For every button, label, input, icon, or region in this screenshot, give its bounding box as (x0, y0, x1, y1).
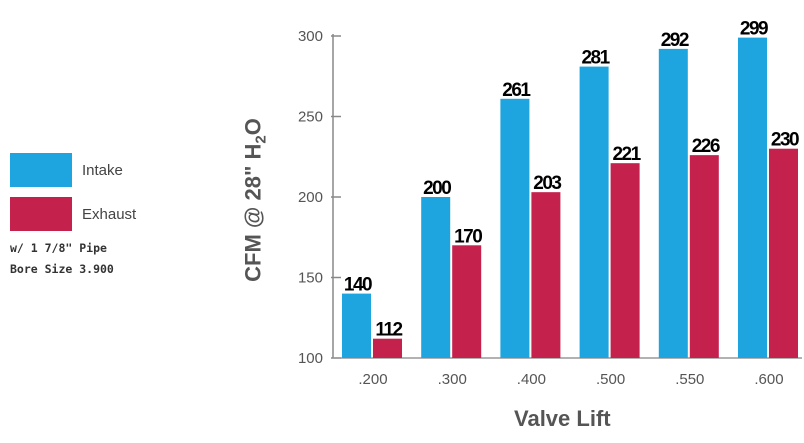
y-tick-label: 150 (298, 270, 323, 287)
data-label-intake: 281 (581, 48, 610, 69)
y-axis-label-wrap: CFM @ 28" H2O (220, 80, 290, 320)
x-tick-label: .600 (754, 371, 783, 388)
data-label-intake: 299 (740, 19, 768, 40)
legend: Intake Exhaust w/ 1 7/8" Pipe Bore Size … (10, 152, 136, 278)
legend-item-intake: Intake (10, 152, 136, 188)
data-label-exhaust: 226 (692, 136, 720, 157)
data-label-intake: 261 (502, 80, 531, 101)
data-label-intake: 200 (423, 178, 451, 199)
legend-label-exhaust: Exhaust (82, 205, 137, 223)
bar-intake (342, 293, 371, 358)
x-tick-label: .300 (438, 371, 467, 388)
y-axis-label-sub: 2 (252, 135, 270, 144)
y-axis-label-main: CFM @ 28" H (240, 143, 266, 282)
bar-exhaust (769, 148, 798, 358)
bar-exhaust (373, 338, 402, 358)
bar-group: 140 112 200 170 261 203 281 221 292 226 299 230 (342, 19, 801, 359)
y-tick-label: 100 (298, 350, 323, 367)
legend-swatch-intake (10, 153, 72, 187)
data-label-intake: 292 (661, 30, 689, 51)
bar-exhaust (452, 245, 482, 358)
bar-intake (658, 48, 688, 358)
bar-intake (421, 197, 451, 358)
data-label-exhaust: 221 (612, 144, 641, 165)
y-axis-label: CFM @ 28" H2O (240, 118, 269, 282)
data-label-intake: 140 (344, 275, 372, 296)
y-tick-label: 200 (298, 189, 323, 206)
x-tick-label: .550 (675, 371, 704, 388)
legend-note-bore: Bore Size 3.900 (10, 262, 114, 276)
x-tick-label: .400 (517, 371, 546, 388)
bar-exhaust (531, 192, 561, 358)
legend-label-intake: Intake (82, 161, 123, 179)
x-tick-label: .200 (358, 371, 387, 388)
bar-intake (500, 98, 530, 358)
legend-item-exhaust: Exhaust (10, 196, 136, 232)
legend-swatch-exhaust (10, 197, 72, 231)
x-axis: .200 .300 .400 .500 .550 .600 (358, 371, 783, 388)
bar-exhaust (689, 155, 719, 358)
y-tick-label: 250 (298, 109, 323, 126)
y-tick-label: 300 (298, 28, 323, 45)
bar-intake (738, 37, 767, 359)
data-label-exhaust: 112 (375, 320, 402, 341)
data-label-exhaust: 203 (533, 173, 561, 194)
data-label-exhaust: 170 (454, 226, 482, 247)
bar-exhaust (610, 163, 640, 358)
x-axis-label: Valve Lift (514, 406, 611, 431)
data-label-exhaust: 230 (771, 130, 799, 151)
bar-intake (579, 66, 609, 358)
y-axis: 100 150 200 250 300 (298, 28, 802, 367)
y-axis-label-end: O (240, 118, 266, 136)
legend-note-pipe: w/ 1 7/8" Pipe (10, 241, 107, 255)
x-tick-label: .500 (596, 371, 625, 388)
